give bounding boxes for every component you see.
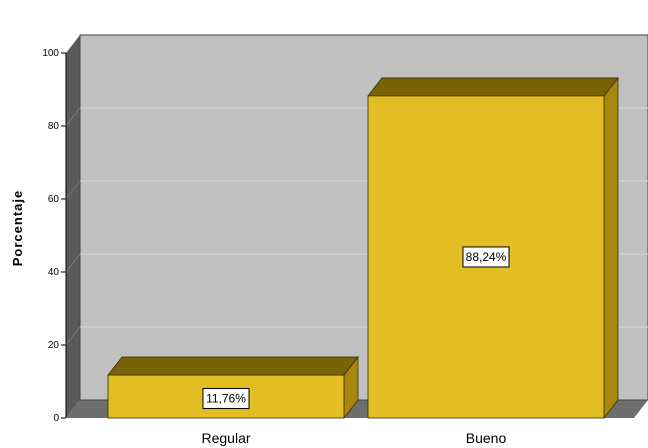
bar-top	[107, 356, 359, 376]
y-axis-title: Porcentaje	[10, 190, 25, 266]
bar-regular: 11,76%	[107, 355, 359, 420]
data-label: 11,76%	[206, 392, 246, 406]
gridline-side	[65, 107, 81, 127]
data-label-box	[202, 388, 250, 410]
x-category-label: Regular	[201, 430, 250, 446]
data-label-box	[462, 246, 510, 268]
gridline-side	[65, 180, 81, 200]
y-tick-label: 0	[53, 413, 59, 424]
plot-border	[79, 34, 648, 401]
x-category-label: Bueno	[466, 430, 507, 446]
gridline-side	[65, 253, 81, 273]
y-tick-label: 80	[48, 121, 60, 132]
bar-bueno: 88,24%	[367, 76, 619, 420]
plot-side-wall	[66, 35, 80, 418]
data-label: 88,24%	[466, 250, 507, 264]
y-tick-label: 20	[48, 340, 60, 351]
gridline-side	[65, 326, 81, 346]
y-tick-label: 100	[42, 48, 59, 59]
y-tick-label: 60	[48, 194, 60, 205]
bars: 11,76% 88,24%	[107, 76, 619, 420]
y-axis-ticks: 0 20 40 60 80 100	[42, 48, 67, 424]
x-axis-labels: Regular Bueno	[201, 430, 506, 446]
bar-top	[367, 77, 619, 97]
y-tick-label: 40	[48, 267, 60, 278]
bar-side	[603, 76, 619, 420]
